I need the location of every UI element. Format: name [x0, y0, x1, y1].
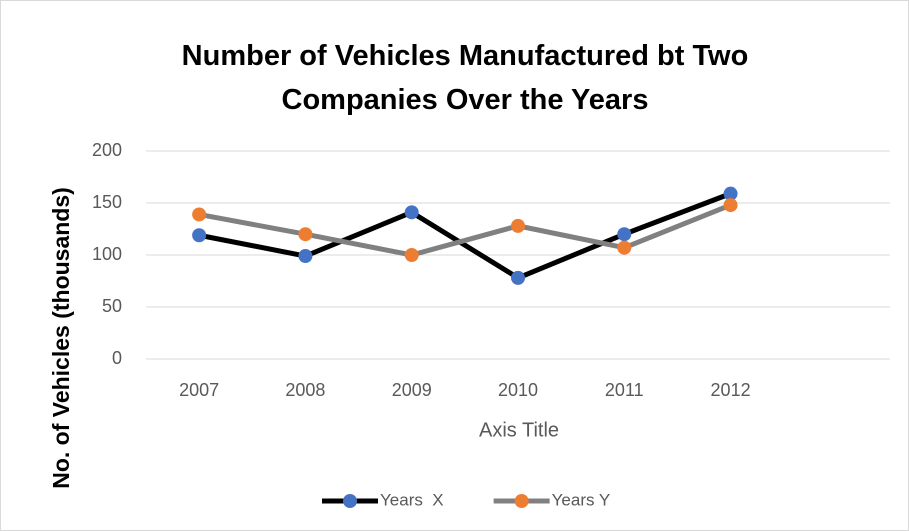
y-tick-label: 100: [92, 244, 122, 264]
series-marker: [192, 228, 207, 243]
series-marker: [298, 249, 313, 264]
x-tick-label: 2012: [711, 380, 751, 400]
series-marker: [511, 218, 525, 233]
chart-title: Number of Vehicles Manufactured bt Two C…: [181, 40, 749, 116]
y-tick-label: 200: [92, 140, 122, 160]
legend-text: Years Y: [552, 490, 611, 509]
series-marker: [298, 227, 313, 242]
series-marker: [511, 270, 525, 285]
series-marker: [617, 240, 632, 255]
series-line: [198, 191, 732, 281]
series-marker: [617, 227, 632, 242]
x-tick-label: 2008: [285, 380, 325, 400]
legend-marker: [343, 494, 357, 508]
x-tick-label: 2010: [498, 380, 538, 400]
legend-text: Years X: [380, 490, 444, 509]
x-tick-label: 2009: [392, 380, 432, 400]
legend-marker: [514, 494, 529, 508]
series-marker: [404, 205, 419, 220]
y-tick-label: 0: [112, 348, 122, 368]
x-tick-label: 2011: [605, 380, 644, 400]
y-tick-label: 150: [92, 192, 122, 212]
series-marker: [404, 248, 419, 262]
series-marker: [723, 186, 738, 201]
series-marker: [723, 198, 738, 213]
series-line: [198, 202, 732, 258]
series-marker: [192, 207, 207, 222]
x-axis-title: Axis Title: [479, 419, 559, 441]
y-axis-title: No. of Vehicles (thousands): [48, 187, 74, 489]
y-tick-label: 50: [102, 296, 122, 316]
x-tick-label: 2007: [179, 380, 219, 400]
